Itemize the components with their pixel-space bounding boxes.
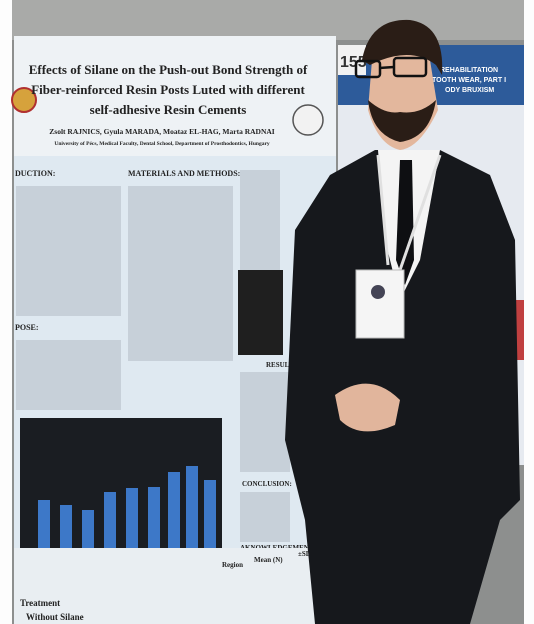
poster-title: self-adhesive Resin Cements [90, 102, 247, 117]
authors: Zsolt RAJNICS, Gyula MARADA, Moataz EL-H… [49, 127, 274, 136]
section-heading: CONCLUSION: [242, 480, 292, 488]
poster-header [14, 36, 336, 156]
badge [355, 269, 405, 339]
section-heading: POSE: [15, 323, 39, 332]
wall-top [12, 0, 524, 40]
poster-title: Effects of Silane on the Push-out Bond S… [29, 62, 308, 77]
logo [292, 104, 324, 136]
poster-number: 155 [340, 54, 367, 71]
table-group: Without Silane [26, 612, 84, 622]
hands [335, 383, 400, 432]
glasses [354, 56, 428, 79]
poster-title: Fiber-reinforced Resin Posts Luted with … [31, 82, 305, 97]
section-heading: RESULTS: [266, 361, 300, 369]
neighbor-title: ODY BRUXISM [445, 87, 494, 94]
table-header: Region [222, 561, 243, 569]
poster-table [14, 548, 336, 624]
logo [11, 87, 37, 113]
table-header: Mean (N) [254, 556, 283, 564]
section-heading: MATERIALS AND METHODS: [128, 169, 240, 178]
body-text [16, 170, 290, 542]
beard [368, 100, 436, 142]
neighbor-title: REHABILITATION [440, 67, 498, 74]
chart-bars [38, 466, 216, 552]
poster-image [238, 270, 283, 355]
badge-logo [371, 285, 385, 299]
affiliation: University of Pécs, Medical Faculty, Den… [54, 141, 270, 147]
neighbor-title: TOOTH WEAR, PART I [432, 77, 506, 84]
section-heading: DUCTION: [15, 169, 55, 178]
lanyard [376, 154, 442, 271]
tie [396, 160, 414, 285]
table-header: ±SD [298, 550, 311, 558]
hair [362, 19, 443, 75]
table-row-label: Treatment [20, 598, 60, 608]
suit [285, 150, 520, 624]
